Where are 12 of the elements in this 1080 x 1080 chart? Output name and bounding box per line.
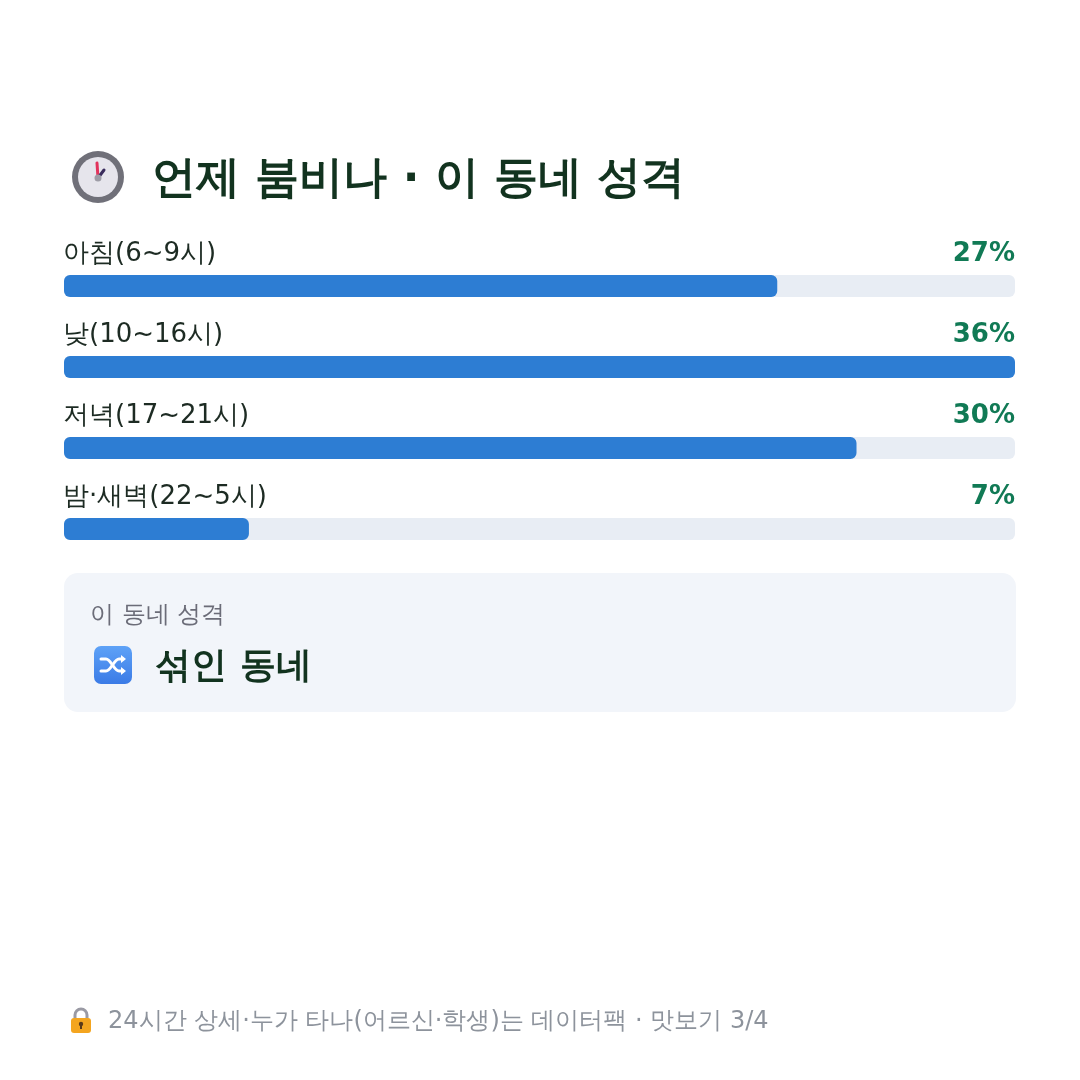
data-label: 36% [952, 318, 1015, 348]
info-panel: 이 동네 성격 섞인 동네 [64, 573, 1016, 712]
y-tick-label: 저녁(17~21시) [63, 398, 250, 429]
chart-title: 언제 붐비나 · 이 동네 성격 [152, 149, 686, 204]
bar [64, 518, 249, 540]
text: 24시간 상세·누가 타나(어르신·학생)는 데이터팩 · 맛보기 3/4 [108, 1005, 769, 1036]
data-label: 7% [970, 480, 1015, 510]
y-tick-label: 밤·새벽(22~5시) [63, 479, 267, 510]
y-tick-label: 낮(10~16시) [63, 317, 224, 348]
y-tick-label: 아침(6~9시) [63, 236, 217, 267]
data-label: 27% [952, 237, 1015, 267]
data-label: 30% [952, 399, 1015, 429]
